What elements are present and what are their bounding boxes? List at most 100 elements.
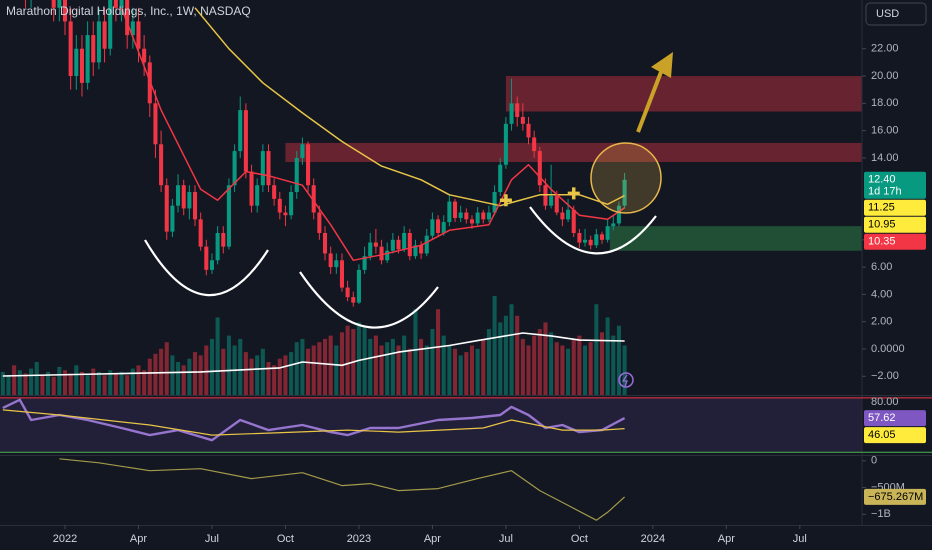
volume-bar <box>46 371 51 395</box>
axis-label: 57.62 <box>868 412 896 424</box>
volume-bar <box>577 335 582 395</box>
axis-label: 10.35 <box>868 236 896 248</box>
volume-bar <box>147 358 152 395</box>
volume-bar <box>40 375 45 395</box>
volume-bar <box>6 375 11 395</box>
candle-body <box>605 226 610 240</box>
candle-body <box>255 185 260 206</box>
volume-bar <box>543 322 548 395</box>
volume-bar <box>170 355 175 395</box>
volume-bar <box>322 338 328 395</box>
candle-body <box>407 232 412 257</box>
volume-bar <box>192 352 198 395</box>
volume-bar <box>503 315 508 395</box>
volume-bar <box>402 335 407 395</box>
candle-body <box>187 192 192 209</box>
volume-bar <box>102 375 107 395</box>
candle-body <box>198 219 203 247</box>
candle-body <box>390 239 395 251</box>
candle-body <box>176 185 181 206</box>
volume-bar <box>436 309 441 395</box>
candle-body <box>520 116 525 124</box>
candle-body <box>379 246 384 261</box>
candle-body <box>181 185 186 209</box>
candle-body <box>566 209 571 220</box>
chart-title: Marathon Digital Holdings, Inc., 1W, NAS… <box>6 4 251 18</box>
candle-body <box>79 48 84 83</box>
x-tick-label: 2022 <box>53 533 77 545</box>
candle-body <box>243 110 248 172</box>
candle-body <box>272 185 277 199</box>
volume-bar <box>379 345 384 395</box>
volume-bar <box>582 345 588 395</box>
candle-body <box>317 212 322 233</box>
volume-bar <box>79 371 84 395</box>
y-tick-label: 18.00 <box>871 97 899 109</box>
volume-bar <box>373 335 378 395</box>
candle-body <box>209 260 215 270</box>
candle-body <box>481 212 486 220</box>
candle-body <box>334 260 339 268</box>
volume-bar <box>176 362 181 395</box>
volume-bar <box>243 352 248 395</box>
candle-body <box>588 239 593 246</box>
candle-body <box>283 212 288 216</box>
candle-body <box>362 256 367 270</box>
volume-bar <box>390 338 395 395</box>
candle-body <box>125 0 130 36</box>
x-tick-label: Oct <box>277 533 294 545</box>
zone <box>505 76 862 112</box>
candle-body <box>402 232 407 250</box>
volume-bar <box>413 309 418 395</box>
candle-body <box>430 219 435 236</box>
volume-bar <box>62 370 68 395</box>
y-tick-label: 16.00 <box>871 125 899 137</box>
circle-drawing <box>590 142 662 214</box>
candle-body <box>322 232 328 254</box>
volume-bar <box>356 322 361 395</box>
candle-body <box>424 235 429 254</box>
candle-body <box>441 222 446 233</box>
rsi-band <box>0 397 862 453</box>
candle-body <box>300 144 305 158</box>
candle-body <box>142 48 147 63</box>
axes <box>0 0 932 526</box>
candle-body <box>554 196 559 213</box>
candle-body <box>486 212 491 220</box>
candle-body <box>306 144 311 186</box>
volume-bar <box>221 348 226 395</box>
volume-bar <box>362 325 367 395</box>
rsi-line <box>2 409 625 436</box>
candle-body <box>328 253 333 268</box>
candle-body <box>277 198 282 213</box>
zone <box>609 226 862 251</box>
currency-label[interactable]: USD <box>876 8 899 20</box>
arc-drawing <box>299 271 439 329</box>
candle-body <box>102 21 107 49</box>
candle-body <box>419 245 424 254</box>
volume-bar <box>0 371 5 395</box>
flow-tick-label: −1B <box>871 508 891 520</box>
volume-bar <box>464 352 469 395</box>
volume-bar <box>339 332 345 395</box>
volume-bar <box>611 335 616 395</box>
candle-body <box>74 48 79 77</box>
x-tick-label: 2024 <box>641 533 665 545</box>
candle-body <box>345 287 350 298</box>
volume-bar <box>560 345 565 395</box>
currency-button[interactable] <box>865 2 927 26</box>
volume-bar <box>385 342 390 395</box>
volume-bar <box>125 375 130 395</box>
axis-label: 12.40 <box>868 174 896 186</box>
volume-bar <box>12 365 17 395</box>
volume-bar <box>532 335 537 395</box>
candle-body <box>447 201 452 223</box>
candle-body <box>509 103 514 124</box>
volume-ma-line <box>2 332 625 377</box>
candle-body <box>436 219 441 233</box>
volume-bar <box>599 332 605 395</box>
candle-body <box>153 103 158 145</box>
volume-bar <box>594 304 599 395</box>
volume-bar <box>345 325 350 395</box>
